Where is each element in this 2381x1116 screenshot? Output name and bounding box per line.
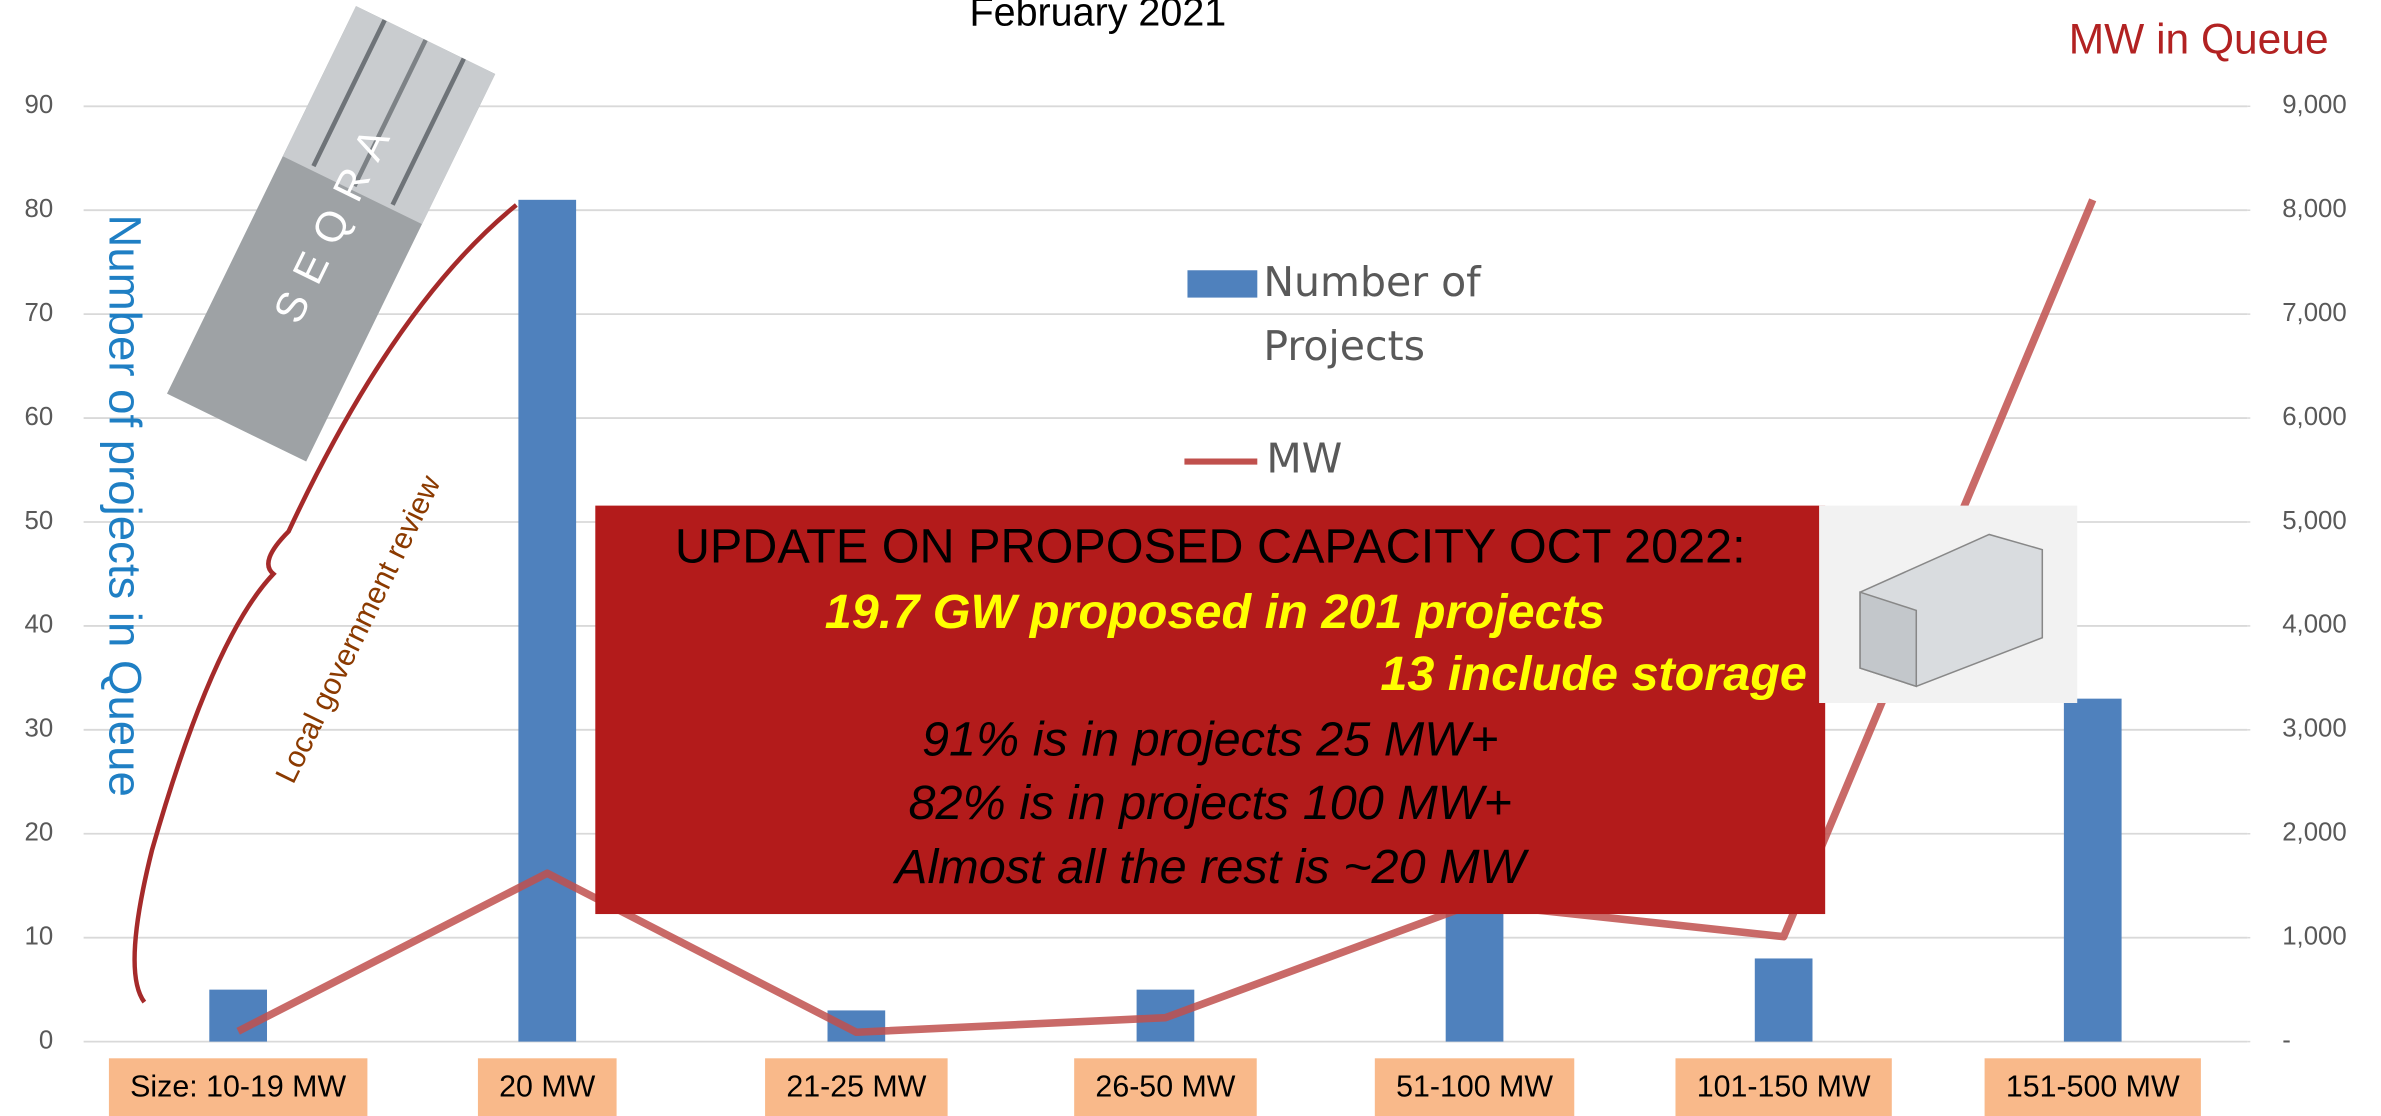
y-tick-label: 40 [25, 611, 54, 639]
bar [1446, 896, 1504, 1041]
y2-tick-label: 5,000 [2282, 507, 2347, 535]
callout-line: Almost all the rest is ~20 MW [892, 840, 1530, 894]
x-tick-label: 20 MW [499, 1071, 595, 1104]
callout-heading: UPDATE ON PROPOSED CAPACITY OCT 2022: [675, 519, 1746, 573]
bar [1755, 958, 1813, 1041]
bar [209, 990, 267, 1042]
x-tick-label: 101-150 MW [1697, 1071, 1871, 1104]
y2-tick-label: 4,000 [2282, 611, 2347, 639]
page: February 2021 MW in Queue 0 10 20 30 40 50 60 7… [0, 0, 2381, 1116]
callout: UPDATE ON PROPOSED CAPACITY OCT 2022: 19… [595, 506, 2077, 914]
legend-label: Number of Projects [1263, 252, 1521, 380]
y-tick-label: 10 [25, 922, 54, 950]
y-tick-label: 0 [39, 1026, 53, 1054]
legend-label: MW [1266, 435, 1342, 483]
y-tick-label: 30 [25, 715, 54, 743]
x-tick-label: 21-25 MW [786, 1071, 926, 1104]
y2-tick-label: 7,000 [2282, 299, 2347, 327]
y2-tick-label: 6,000 [2282, 403, 2347, 431]
y-tick-label: 70 [25, 299, 54, 327]
legend-label-box: Number of Projects [1263, 252, 1521, 389]
chart-title: February 2021 [970, 0, 1227, 35]
y2-tick-label: 2,000 [2282, 819, 2347, 847]
callout-line: 91% is in projects 25 MW+ [922, 712, 1498, 766]
legend: Number of Projects MW [1184, 252, 1521, 483]
y-tick-label: 20 [25, 819, 54, 847]
y2-axis-title: MW in Queue [2069, 17, 2329, 64]
x-tick-label: 51-100 MW [1396, 1071, 1553, 1104]
x-tick-label: Size: 10-19 MW [130, 1071, 346, 1104]
seqra-image: SEQRA [167, 6, 495, 461]
y-tick-label: 80 [25, 195, 54, 223]
y-tick-label: 60 [25, 403, 54, 431]
x-tick-label: 26-50 MW [1095, 1071, 1235, 1104]
y2-tick-label: - [2282, 1026, 2291, 1054]
y-tick-label: 50 [25, 507, 54, 535]
callout-highlight: 19.7 GW proposed in 201 projects [825, 585, 1605, 639]
x-tick-label: 151-500 MW [2006, 1071, 2180, 1104]
y2-tick-label: 3,000 [2282, 715, 2347, 743]
y2-tick-label: 8,000 [2282, 195, 2347, 223]
y2-tick-label: 9,000 [2282, 91, 2347, 119]
chart: February 2021 MW in Queue 0 10 20 30 40 50 60 7… [0, 0, 2381, 1116]
bar [518, 200, 576, 1042]
callout-highlight: 13 include storage [1380, 647, 1807, 701]
y-tick-label: 90 [25, 91, 54, 119]
bar [2064, 699, 2122, 1042]
y2-tick-label: 1,000 [2282, 922, 2347, 950]
y-axis-title: Number of projects in Queue [100, 214, 151, 796]
legend-swatch [1187, 270, 1257, 297]
callout-line: 82% is in projects 100 MW+ [909, 776, 1512, 830]
